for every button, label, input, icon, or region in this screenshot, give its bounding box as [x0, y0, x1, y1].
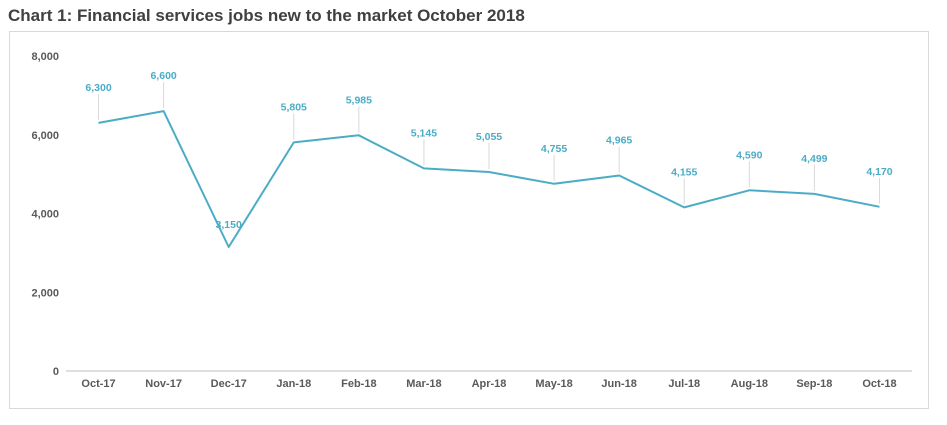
- x-tick-label: Mar-18: [406, 378, 441, 390]
- y-tick-label: 4,000: [31, 209, 59, 221]
- data-labels: 6,300 6,600 3,150 5,805 5,985 5,145 5,055 4,755…: [85, 70, 892, 231]
- data-label: 4,155: [671, 166, 697, 178]
- chart-frame: [9, 31, 929, 409]
- data-label: 6,300: [85, 82, 111, 94]
- y-tick-label: 0: [53, 366, 59, 378]
- x-tick-label: Nov-17: [145, 378, 182, 390]
- chart-title: Chart 1: Financial services jobs new to …: [8, 6, 525, 25]
- data-label: 3,150: [216, 219, 242, 231]
- data-label: 6,600: [150, 70, 176, 82]
- x-tick-label: Oct-18: [862, 378, 896, 390]
- x-tick-label: Sep-18: [796, 378, 832, 390]
- y-tick-label: 2,000: [31, 287, 59, 299]
- data-label: 5,805: [281, 101, 307, 113]
- x-tick-label: Aug-18: [731, 378, 768, 390]
- y-tick-label: 6,000: [31, 130, 59, 142]
- x-tick-label: Feb-18: [341, 378, 376, 390]
- x-tick-label: Jan-18: [276, 378, 311, 390]
- x-tick-label: Jun-18: [601, 378, 636, 390]
- y-axis-ticks: 0 2,000 4,000 6,000 8,000: [31, 51, 59, 378]
- data-label: 4,170: [866, 166, 892, 178]
- x-axis-ticks: Oct-17 Nov-17 Dec-17 Jan-18 Feb-18 Mar-18 Apr-…: [81, 378, 896, 390]
- data-label: 4,755: [541, 143, 567, 155]
- x-tick-label: Jul-18: [668, 378, 700, 390]
- data-label: 4,965: [606, 135, 632, 147]
- y-tick-label: 8,000: [31, 51, 59, 63]
- data-label: 5,055: [476, 131, 502, 143]
- data-label: 4,590: [736, 149, 762, 161]
- x-tick-label: May-18: [535, 378, 572, 390]
- x-tick-label: Oct-17: [81, 378, 115, 390]
- data-label: 5,145: [411, 127, 437, 139]
- series-line: [98, 110, 880, 248]
- data-label-leaders: [98, 82, 880, 205]
- x-tick-label: Dec-17: [211, 378, 247, 390]
- x-tick-label: Apr-18: [472, 378, 507, 390]
- data-label: 4,499: [801, 153, 827, 165]
- data-label: 5,985: [346, 94, 372, 106]
